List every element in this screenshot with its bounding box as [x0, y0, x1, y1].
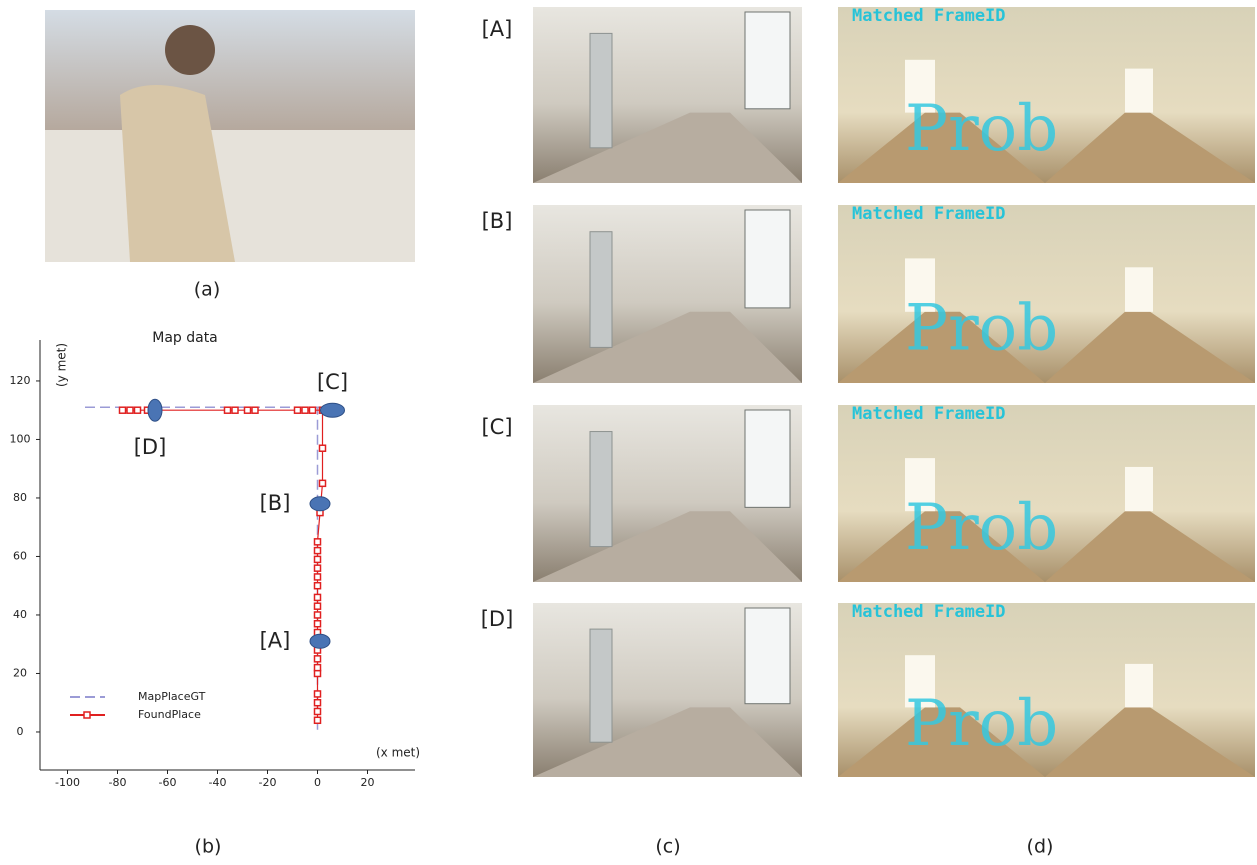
point: [225, 407, 231, 413]
y-tick-label: 0: [17, 725, 24, 738]
place-marker: [148, 399, 162, 421]
chart-title: Map data: [152, 330, 218, 346]
point: [135, 407, 141, 413]
point: [315, 670, 321, 676]
caption: (b): [195, 836, 222, 858]
point: [302, 407, 308, 413]
x-tick-label: -20: [259, 776, 277, 789]
photo-window: [745, 210, 790, 308]
point: [310, 407, 316, 413]
photo-grid: [A] Matched FrameID Prob [B] Matched FrameID…: [481, 6, 1255, 777]
caption: (a): [194, 279, 220, 301]
overlay-matched: Matched FrameID: [852, 602, 1006, 622]
y-tick-label: 40: [13, 608, 27, 621]
point: [252, 407, 258, 413]
series-line: [85, 407, 338, 732]
row-label: [C]: [481, 415, 512, 439]
photo-door: [590, 629, 612, 742]
overlay-prob: Prob: [905, 292, 1058, 366]
x-tick-label: 0: [314, 776, 321, 789]
annotation: [A]: [260, 628, 291, 652]
point: [315, 621, 321, 627]
photo-door: [590, 33, 612, 147]
photo-light: [1125, 664, 1153, 708]
y-tick-label: 20: [13, 666, 27, 679]
legend-label: MapPlaceGT: [138, 690, 206, 703]
x-axis-label: (x met): [376, 746, 420, 760]
point: [295, 407, 301, 413]
point: [315, 565, 321, 571]
chart: Map data (x met) (y met) -100 -80 -60 -40 -2…: [10, 330, 421, 789]
overlay-prob: Prob: [905, 491, 1058, 565]
photo-light: [1125, 267, 1153, 312]
x-tick-label: -80: [109, 776, 127, 789]
y-axis-label: (y met): [55, 343, 69, 387]
point: [315, 708, 321, 714]
place-marker: [321, 403, 345, 417]
photo-door: [590, 232, 612, 348]
caption: (c): [655, 836, 680, 858]
overlay-prob: Prob: [905, 92, 1058, 166]
legend-marker: [84, 712, 90, 718]
overlay-matched: Matched FrameID: [852, 6, 1006, 26]
point: [315, 656, 321, 662]
overlay-matched: Matched FrameID: [852, 404, 1006, 424]
point: [315, 539, 321, 545]
point: [320, 480, 326, 486]
x-tick-label: -60: [159, 776, 177, 789]
point: [315, 717, 321, 723]
x-tick-label: -100: [55, 776, 80, 789]
figure: (a) (b) (c) (d) [A] Matched FrameID Prob [B…: [0, 0, 1257, 865]
row-label: [A]: [482, 17, 513, 41]
point: [315, 691, 321, 697]
photo-window: [745, 608, 790, 704]
photo-person-head: [165, 25, 215, 75]
y-tick-label: 120: [10, 374, 31, 387]
x-tick-label: -40: [209, 776, 227, 789]
legend-label: FoundPlace: [138, 708, 201, 721]
point: [315, 548, 321, 554]
place-marker: [310, 497, 330, 511]
point: [320, 445, 326, 451]
point: [315, 556, 321, 562]
photo-light: [1125, 69, 1153, 113]
x-tick-label: 20: [361, 776, 375, 789]
point: [315, 700, 321, 706]
point: [127, 407, 133, 413]
point: [232, 407, 238, 413]
photo-door: [590, 432, 612, 547]
overlay-matched: Matched FrameID: [852, 204, 1006, 224]
point: [315, 603, 321, 609]
y-tick-label: 80: [13, 491, 27, 504]
point: [315, 612, 321, 618]
annotation: [C]: [317, 370, 348, 394]
place-marker: [310, 634, 330, 648]
row-label: [D]: [481, 607, 514, 631]
annotation: [B]: [260, 491, 291, 515]
row-label: [B]: [482, 209, 513, 233]
point: [315, 574, 321, 580]
annotation: [D]: [134, 435, 167, 459]
y-tick-label: 60: [13, 549, 27, 562]
point: [245, 407, 251, 413]
point: [315, 594, 321, 600]
photo-light: [1125, 467, 1153, 511]
caption: (d): [1027, 836, 1054, 858]
point: [315, 665, 321, 671]
overlay-prob: Prob: [905, 687, 1058, 761]
photo-window: [745, 410, 790, 507]
photo-window: [745, 12, 790, 109]
point: [120, 407, 126, 413]
point: [315, 583, 321, 589]
y-tick-label: 100: [10, 432, 31, 445]
